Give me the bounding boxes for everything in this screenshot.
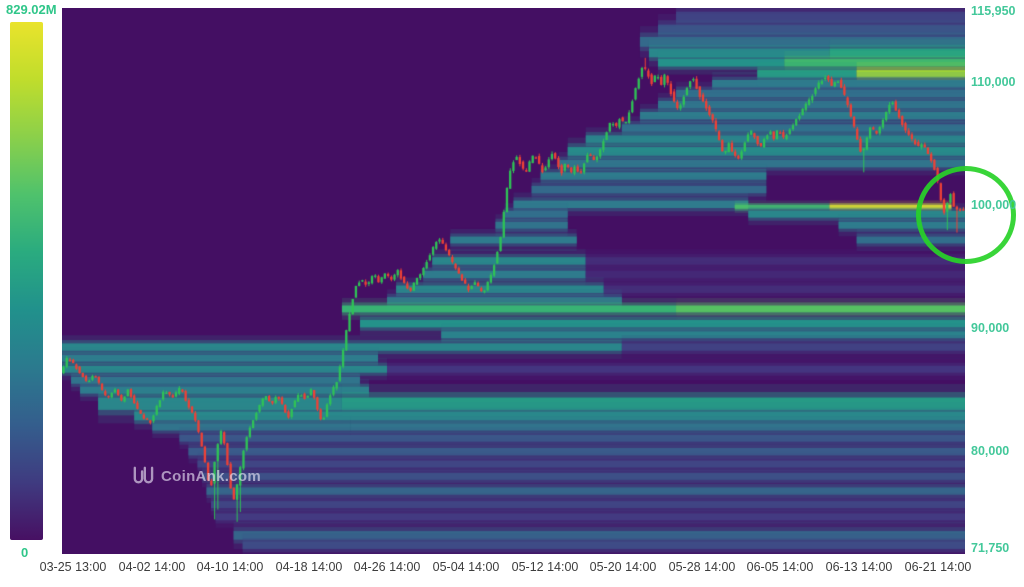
- watermark-text: CoinAnk.com: [161, 467, 261, 485]
- y-axis-label: 110,000: [971, 75, 1016, 89]
- x-axis-label: 03-25 13:00: [39, 560, 107, 574]
- x-axis-label: 04-02 14:00: [118, 560, 186, 574]
- x-axis-label: 06-05 14:00: [746, 560, 814, 574]
- x-axis-label: 05-28 14:00: [668, 560, 736, 574]
- x-axis-label: 05-20 14:00: [589, 560, 657, 574]
- x-axis-label: 05-04 14:00: [432, 560, 500, 574]
- x-axis-label: 05-12 14:00: [511, 560, 579, 574]
- x-axis-label: 04-18 14:00: [275, 560, 343, 574]
- coinank-watermark: CoinAnk.com: [132, 466, 261, 486]
- x-axis-label: 04-26 14:00: [353, 560, 421, 574]
- x-axis-label: 04-10 14:00: [196, 560, 264, 574]
- y-axis-label: 115,950: [971, 4, 1016, 18]
- colorbar-max-label: 829.02M: [6, 2, 57, 17]
- x-axis-label: 06-21 14:00: [904, 560, 972, 574]
- y-axis-label: 90,000: [971, 321, 1010, 335]
- x-axis-label: 06-13 14:00: [825, 560, 893, 574]
- y-axis-label: 80,000: [971, 444, 1010, 458]
- y-axis-label: 100,000: [971, 198, 1017, 212]
- liquidation-colorbar: [10, 22, 43, 540]
- y-axis-label: 71,750: [971, 541, 1010, 555]
- colorbar-min-label: 0: [21, 545, 29, 560]
- liquidation-heatmap-canvas[interactable]: [62, 8, 965, 554]
- coinank-logo-icon: [133, 466, 154, 484]
